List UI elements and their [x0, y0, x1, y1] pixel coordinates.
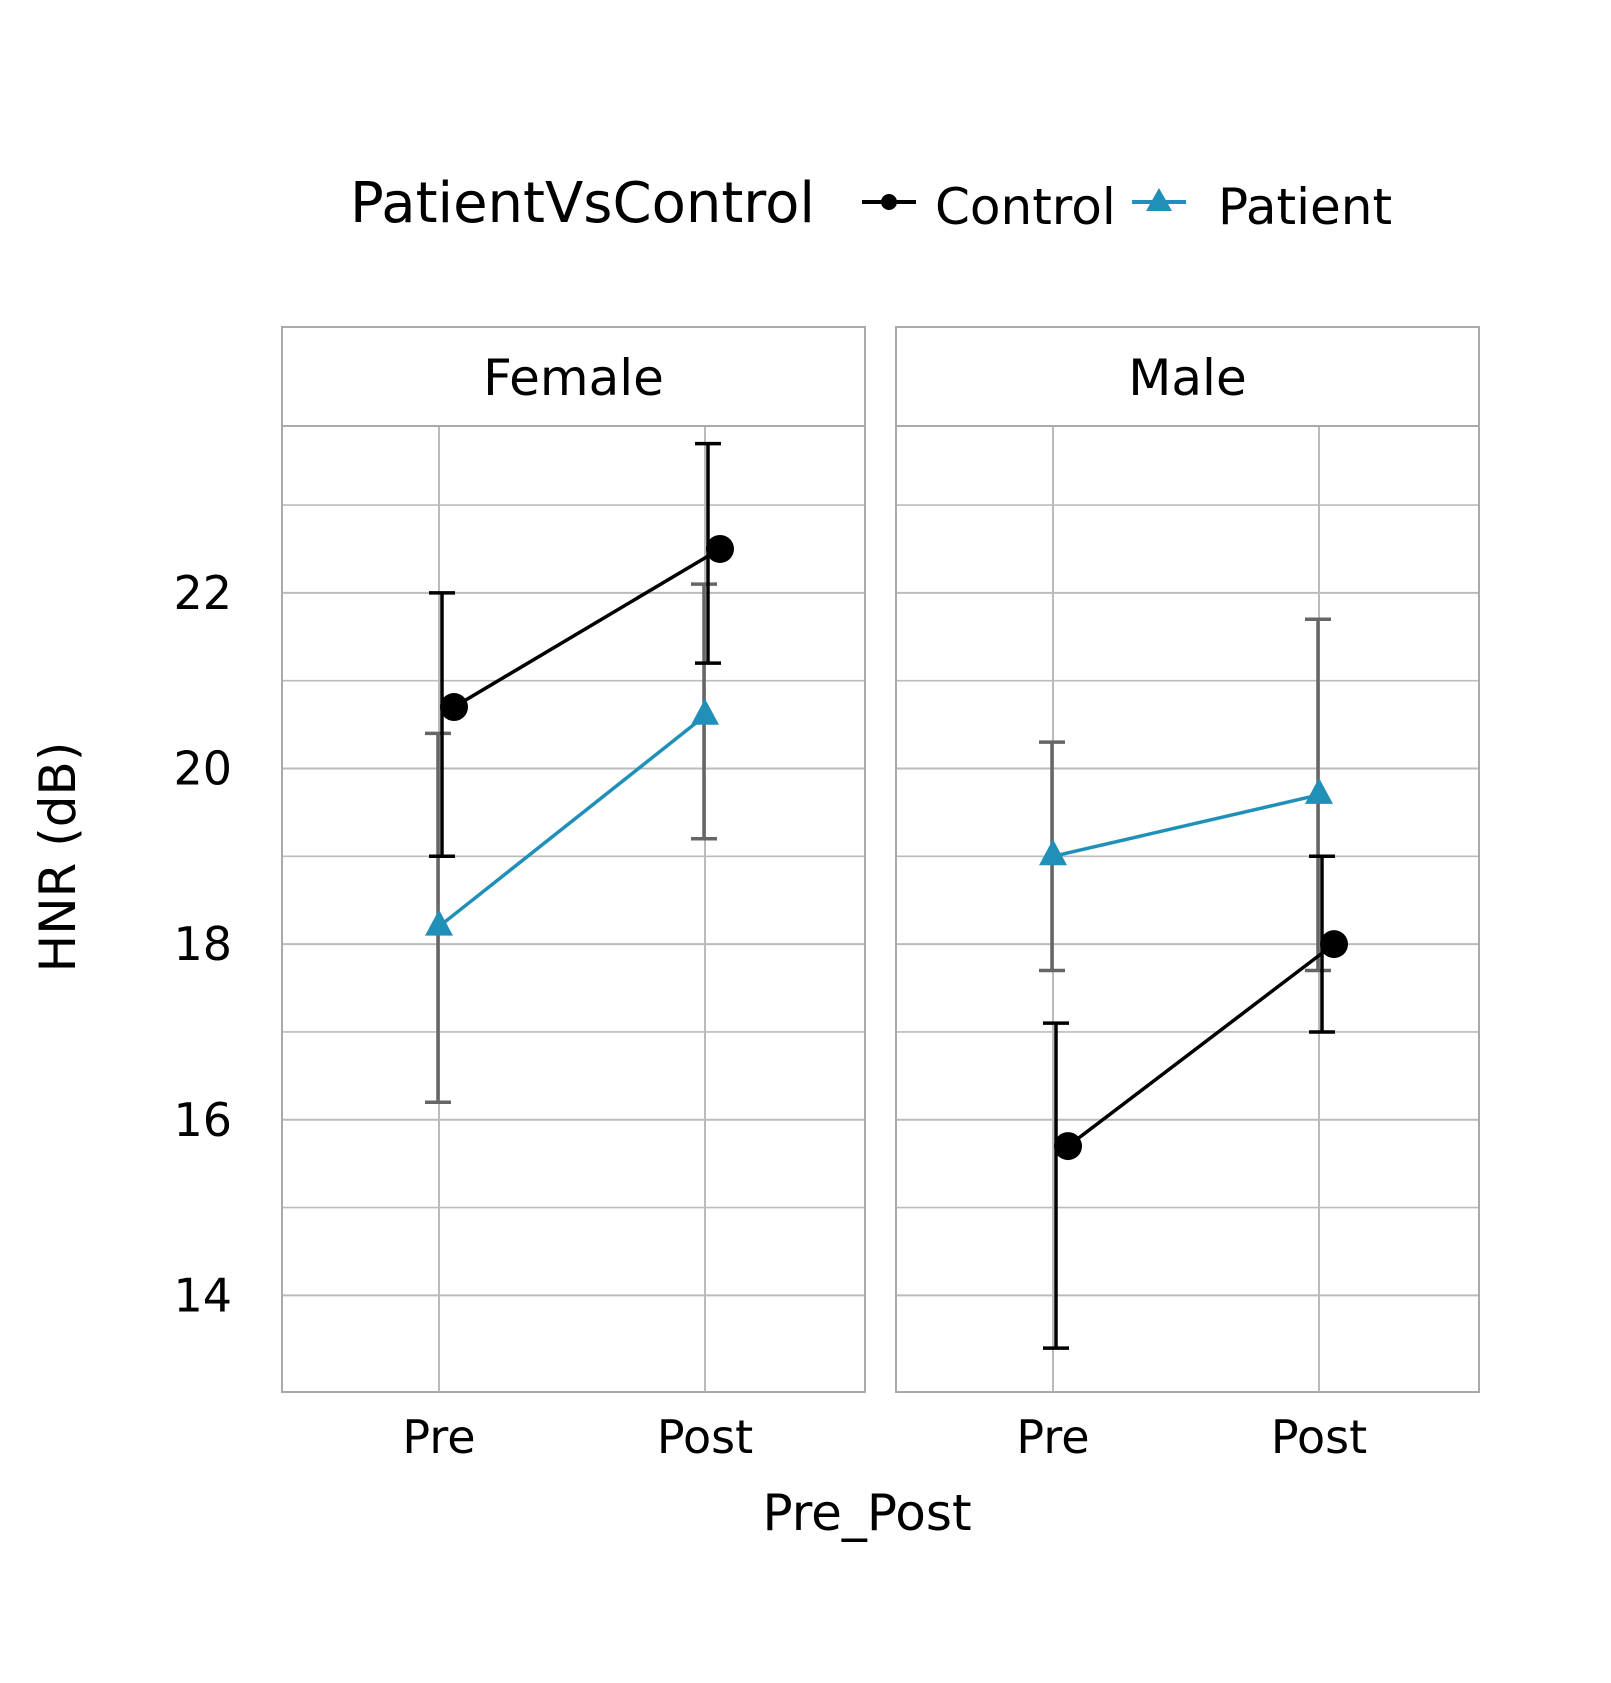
legend-key-control: [862, 194, 916, 210]
data-point: [1039, 839, 1067, 866]
series-line: [1052, 793, 1320, 859]
facet-strip: [895, 326, 1480, 427]
panel-border: [281, 425, 866, 1393]
x-tick-label: Post: [657, 1410, 753, 1464]
x-tick-label: Pre: [1016, 1410, 1089, 1464]
facet-strip: [281, 326, 866, 427]
y-tick-label: 14: [173, 1268, 232, 1322]
series-patient: [1039, 617, 1333, 973]
x-tick-label: Post: [1271, 1410, 1367, 1464]
legend: PatientVsControl Control Patient: [350, 171, 1392, 236]
panel-background: [282, 426, 865, 1392]
data-point: [706, 534, 734, 563]
y-tick-label: 20: [173, 741, 232, 795]
facet-label: Male: [1128, 349, 1246, 407]
data-point: [440, 693, 468, 722]
series-line: [437, 714, 707, 928]
panel-background: [896, 426, 1479, 1392]
legend-label-control: Control: [935, 178, 1116, 236]
legend-key-patient: [1132, 188, 1186, 211]
series-control: [1043, 854, 1348, 1350]
x-tick-label: Pre: [402, 1410, 475, 1464]
y-tick-label: 22: [173, 566, 232, 620]
data-point: [691, 698, 719, 725]
x-axis-title: Pre_Post: [762, 1484, 971, 1542]
series-line: [453, 547, 721, 709]
data-point: [1305, 777, 1333, 804]
panel-border: [895, 425, 1480, 1393]
y-axis-title: HNR (dB): [29, 742, 87, 973]
series-line: [1066, 942, 1336, 1148]
legend-title: PatientVsControl: [350, 171, 815, 236]
data-point: [1054, 1132, 1082, 1161]
y-tick-label: 18: [173, 917, 232, 971]
series-patient: [425, 582, 719, 1104]
data-point: [1320, 930, 1348, 959]
legend-label-patient: Patient: [1218, 178, 1392, 236]
y-tick-label: 16: [173, 1093, 232, 1147]
facet-label: Female: [483, 349, 664, 407]
data-point: [425, 909, 453, 936]
panel-female: Female: [281, 326, 866, 1393]
series-control: [429, 441, 734, 859]
panel-male: Male: [895, 326, 1480, 1393]
